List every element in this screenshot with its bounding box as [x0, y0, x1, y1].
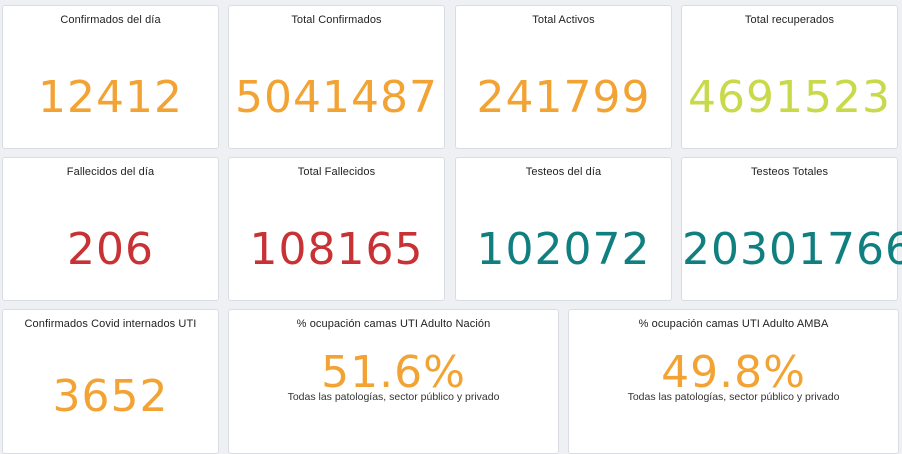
card-title: Confirmados del día: [60, 14, 161, 26]
card-value: 206: [67, 224, 154, 275]
stat-card-internados-uti: Confirmados Covid internados UTI 3652: [2, 309, 219, 454]
card-value: 3652: [52, 371, 169, 422]
stat-card-total-fallecidos: Total Fallecidos 108165: [228, 157, 445, 301]
card-title: Total Activos: [532, 14, 595, 26]
card-title: Testeos del día: [525, 166, 602, 178]
card-value: 20301766: [682, 224, 902, 275]
card-value: 5041487: [235, 72, 438, 123]
card-subtitle: Todas las patologías, sector público y p…: [627, 391, 840, 403]
stat-card-confirmados-del-dia: Confirmados del día 12412: [2, 5, 219, 149]
card-subtitle: Todas las patologías, sector público y p…: [287, 391, 500, 403]
card-value: 241799: [476, 72, 651, 123]
stat-card-fallecidos-del-dia: Fallecidos del día 206: [2, 157, 219, 301]
card-value: 51.6%: [321, 347, 466, 398]
card-title: Total recuperados: [744, 14, 835, 26]
stat-card-ocupacion-uti-amba: % ocupación camas UTI Adulto AMBA 49.8% …: [568, 309, 899, 454]
card-title: Fallecidos del día: [66, 166, 155, 178]
card-title: Total Fallecidos: [297, 166, 376, 178]
card-value: 108165: [249, 224, 424, 275]
card-title: Testeos Totales: [750, 166, 829, 178]
card-value: 4691523: [688, 72, 891, 123]
stat-card-testeos-del-dia: Testeos del día 102072: [455, 157, 672, 301]
stat-card-total-activos: Total Activos 241799: [455, 5, 672, 149]
stat-card-ocupacion-uti-nacion: % ocupación camas UTI Adulto Nación 51.6…: [228, 309, 559, 454]
stat-card-testeos-totales: Testeos Totales 20301766: [681, 157, 902, 301]
card-title: Total Confirmados: [291, 14, 382, 26]
card-title: Confirmados Covid internados UTI: [24, 318, 197, 330]
card-value: 12412: [38, 72, 183, 123]
card-title: % ocupación camas UTI Adulto AMBA: [638, 318, 829, 330]
stat-card-total-confirmados: Total Confirmados 5041487: [228, 5, 445, 149]
card-title: % ocupación camas UTI Adulto Nación: [296, 318, 491, 330]
stat-card-total-recuperados: Total recuperados 4691523: [681, 5, 898, 149]
card-value: 49.8%: [661, 347, 806, 398]
card-value: 102072: [476, 224, 651, 275]
